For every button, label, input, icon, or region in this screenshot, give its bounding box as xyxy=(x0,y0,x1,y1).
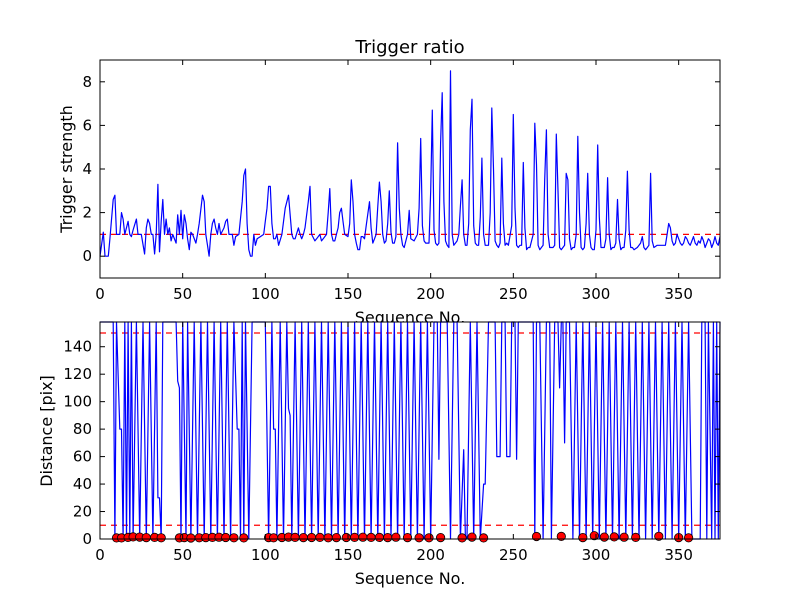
x-tick-label: 50 xyxy=(173,285,192,303)
data-marker xyxy=(424,533,434,543)
data-marker xyxy=(239,533,249,543)
data-marker xyxy=(186,533,196,543)
series-line xyxy=(99,70,721,257)
data-marker xyxy=(290,532,300,543)
series-line xyxy=(100,321,721,540)
y-tick-label: 80 xyxy=(73,420,92,438)
y-tick-label: 100 xyxy=(63,393,92,411)
plot-area xyxy=(100,60,720,278)
x-tick-label: 250 xyxy=(499,546,528,564)
x-axis-ticks: 0 50 100 150 200 250 300 350 xyxy=(95,322,693,564)
data-marker xyxy=(341,532,351,543)
data-marker xyxy=(654,531,664,541)
data-marker xyxy=(306,532,317,543)
x-tick-label: 50 xyxy=(173,546,192,564)
y-tick-label: 20 xyxy=(73,503,92,521)
y-axis-ticks: 0 20 40 60 80 100 120 140 xyxy=(63,338,720,548)
data-marker xyxy=(414,533,424,543)
y-tick-label: 140 xyxy=(63,338,92,356)
y-tick-label: 120 xyxy=(63,365,92,383)
x-axis-ticks: 0 50 100 150 200 250 300 350 xyxy=(95,60,693,303)
data-marker xyxy=(156,533,166,543)
x-tick-label: 300 xyxy=(582,546,611,564)
x-tick-label: 200 xyxy=(416,546,445,564)
y-tick-label: 2 xyxy=(82,204,92,222)
y-axis-label: Distance [pix] xyxy=(37,375,56,487)
plot-frame xyxy=(99,321,721,540)
x-tick-label: 200 xyxy=(416,285,445,303)
trigger-ratio-panel: Trigger ratio 0 50 100 150 200 250 300 350 0 2 4 6… xyxy=(57,37,721,327)
data-marker xyxy=(315,532,325,543)
data-marker xyxy=(478,533,489,543)
x-tick-label: 0 xyxy=(95,546,105,564)
data-marker xyxy=(435,532,446,543)
y-axis-label: Trigger strength xyxy=(57,105,76,234)
y-tick-label: 60 xyxy=(73,448,92,466)
x-tick-label: 350 xyxy=(664,546,693,564)
y-tick-label: 0 xyxy=(82,530,92,548)
x-tick-label: 250 xyxy=(499,285,528,303)
y-tick-label: 40 xyxy=(73,475,92,493)
x-tick-label: 150 xyxy=(334,546,363,564)
data-marker xyxy=(221,532,231,543)
x-axis-label: Sequence No. xyxy=(355,569,466,588)
data-marker xyxy=(229,533,239,543)
distance-panel: 0 50 100 150 200 250 300 350 0 20 40 60 80 100 120 140… xyxy=(37,321,721,588)
data-marker xyxy=(619,532,629,542)
data-marker xyxy=(323,533,333,543)
y-tick-label: 4 xyxy=(82,160,92,178)
x-tick-label: 100 xyxy=(251,285,280,303)
data-marker xyxy=(609,532,619,542)
data-marker xyxy=(268,533,279,543)
x-tick-label: 350 xyxy=(664,285,693,303)
data-marker xyxy=(457,533,467,543)
data-marker xyxy=(467,532,477,542)
data-marker xyxy=(141,532,151,543)
data-marker xyxy=(631,532,641,543)
data-marker xyxy=(374,532,384,543)
data-marker xyxy=(599,532,609,542)
data-marker xyxy=(331,532,341,543)
data-marker xyxy=(683,533,694,543)
data-marker xyxy=(391,532,401,542)
data-marker xyxy=(402,532,413,543)
x-tick-label: 0 xyxy=(95,285,105,303)
data-marker xyxy=(366,532,376,543)
data-marker xyxy=(383,532,393,543)
data-marker xyxy=(358,532,368,542)
x-tick-label: 150 xyxy=(334,285,363,303)
x-tick-label: 100 xyxy=(251,546,280,564)
series-line-group xyxy=(100,321,721,540)
y-tick-label: 6 xyxy=(82,116,92,134)
y-axis-ticks: 0 2 4 6 8 xyxy=(82,73,720,265)
chart-title: Trigger ratio xyxy=(354,37,464,58)
data-marker xyxy=(578,532,588,543)
x-tick-label: 300 xyxy=(582,285,611,303)
data-marker xyxy=(298,532,308,543)
y-tick-label: 8 xyxy=(82,73,92,91)
data-marker xyxy=(349,532,360,543)
series-line-group xyxy=(99,70,721,257)
y-tick-label: 0 xyxy=(82,247,92,265)
